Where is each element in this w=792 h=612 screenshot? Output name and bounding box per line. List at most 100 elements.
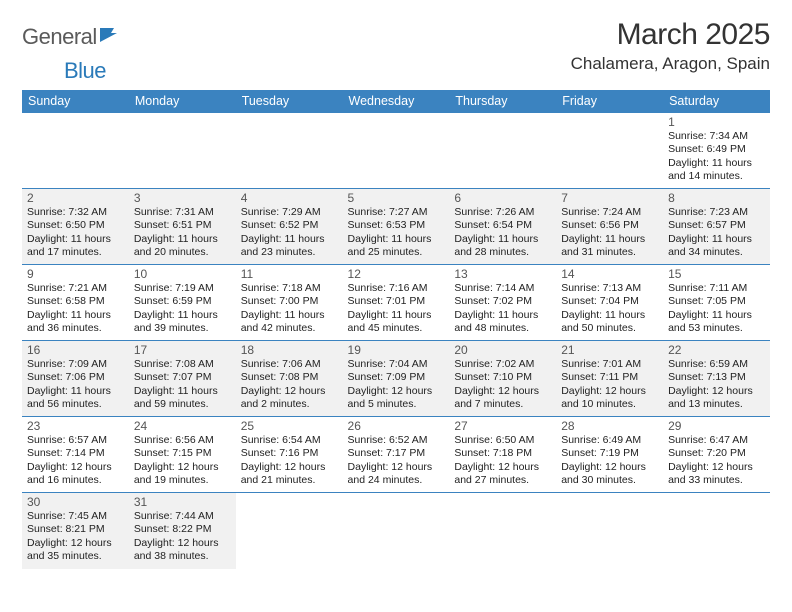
weekday-header-row: Sunday Monday Tuesday Wednesday Thursday… [22, 90, 770, 113]
day-number: 1 [668, 115, 765, 129]
day-daylight1: Daylight: 11 hours [668, 309, 765, 322]
day-daylight2: and 34 minutes. [668, 246, 765, 259]
day-sunset: Sunset: 7:13 PM [668, 371, 765, 384]
day-number: 18 [241, 343, 338, 357]
calendar-day-cell: 30Sunrise: 7:45 AMSunset: 8:21 PMDayligh… [22, 493, 129, 569]
day-daylight1: Daylight: 12 hours [668, 461, 765, 474]
day-sunset: Sunset: 8:22 PM [134, 523, 231, 536]
day-sunrise: Sunrise: 7:11 AM [668, 282, 765, 295]
day-number: 16 [27, 343, 124, 357]
day-number: 7 [561, 191, 658, 205]
day-number: 8 [668, 191, 765, 205]
day-daylight1: Daylight: 11 hours [454, 233, 551, 246]
calendar-day-cell: 5Sunrise: 7:27 AMSunset: 6:53 PMDaylight… [343, 189, 450, 265]
day-number: 20 [454, 343, 551, 357]
day-number: 28 [561, 419, 658, 433]
weekday-header: Monday [129, 90, 236, 113]
day-sunset: Sunset: 6:57 PM [668, 219, 765, 232]
day-daylight2: and 31 minutes. [561, 246, 658, 259]
day-number: 17 [134, 343, 231, 357]
calendar-day-cell: 24Sunrise: 6:56 AMSunset: 7:15 PMDayligh… [129, 417, 236, 493]
day-daylight1: Daylight: 11 hours [561, 233, 658, 246]
day-number: 27 [454, 419, 551, 433]
calendar-day-cell [449, 113, 556, 189]
day-sunrise: Sunrise: 7:29 AM [241, 206, 338, 219]
day-sunset: Sunset: 7:17 PM [348, 447, 445, 460]
calendar-week-row: 2Sunrise: 7:32 AMSunset: 6:50 PMDaylight… [22, 189, 770, 265]
day-sunrise: Sunrise: 7:19 AM [134, 282, 231, 295]
day-sunrise: Sunrise: 7:09 AM [27, 358, 124, 371]
day-daylight1: Daylight: 11 hours [241, 233, 338, 246]
title-block: March 2025 Chalamera, Aragon, Spain [571, 18, 770, 74]
day-daylight1: Daylight: 12 hours [241, 385, 338, 398]
day-daylight1: Daylight: 12 hours [348, 385, 445, 398]
calendar-day-cell: 20Sunrise: 7:02 AMSunset: 7:10 PMDayligh… [449, 341, 556, 417]
day-sunrise: Sunrise: 7:08 AM [134, 358, 231, 371]
calendar-day-cell: 13Sunrise: 7:14 AMSunset: 7:02 PMDayligh… [449, 265, 556, 341]
calendar-day-cell: 3Sunrise: 7:31 AMSunset: 6:51 PMDaylight… [129, 189, 236, 265]
day-daylight2: and 19 minutes. [134, 474, 231, 487]
day-sunset: Sunset: 7:16 PM [241, 447, 338, 460]
day-daylight1: Daylight: 11 hours [348, 309, 445, 322]
day-daylight2: and 53 minutes. [668, 322, 765, 335]
day-daylight2: and 14 minutes. [668, 170, 765, 183]
day-daylight2: and 13 minutes. [668, 398, 765, 411]
calendar-day-cell: 7Sunrise: 7:24 AMSunset: 6:56 PMDaylight… [556, 189, 663, 265]
day-sunset: Sunset: 6:52 PM [241, 219, 338, 232]
day-number: 6 [454, 191, 551, 205]
day-sunset: Sunset: 7:11 PM [561, 371, 658, 384]
day-number: 31 [134, 495, 231, 509]
day-sunrise: Sunrise: 7:26 AM [454, 206, 551, 219]
calendar-day-cell: 4Sunrise: 7:29 AMSunset: 6:52 PMDaylight… [236, 189, 343, 265]
day-number: 10 [134, 267, 231, 281]
weekday-header: Sunday [22, 90, 129, 113]
day-number: 15 [668, 267, 765, 281]
flag-icon [100, 26, 122, 49]
day-number: 2 [27, 191, 124, 205]
day-sunrise: Sunrise: 7:18 AM [241, 282, 338, 295]
day-daylight2: and 17 minutes. [27, 246, 124, 259]
day-sunrise: Sunrise: 7:31 AM [134, 206, 231, 219]
day-sunrise: Sunrise: 7:14 AM [454, 282, 551, 295]
day-daylight1: Daylight: 11 hours [27, 309, 124, 322]
calendar-day-cell: 18Sunrise: 7:06 AMSunset: 7:08 PMDayligh… [236, 341, 343, 417]
day-daylight2: and 23 minutes. [241, 246, 338, 259]
day-daylight2: and 42 minutes. [241, 322, 338, 335]
day-sunset: Sunset: 7:06 PM [27, 371, 124, 384]
calendar-day-cell: 22Sunrise: 6:59 AMSunset: 7:13 PMDayligh… [663, 341, 770, 417]
day-daylight1: Daylight: 11 hours [27, 385, 124, 398]
day-sunset: Sunset: 6:54 PM [454, 219, 551, 232]
day-daylight2: and 39 minutes. [134, 322, 231, 335]
day-number: 23 [27, 419, 124, 433]
calendar-day-cell: 9Sunrise: 7:21 AMSunset: 6:58 PMDaylight… [22, 265, 129, 341]
day-daylight1: Daylight: 11 hours [134, 385, 231, 398]
day-sunset: Sunset: 6:59 PM [134, 295, 231, 308]
calendar-day-cell: 21Sunrise: 7:01 AMSunset: 7:11 PMDayligh… [556, 341, 663, 417]
day-sunrise: Sunrise: 7:27 AM [348, 206, 445, 219]
day-daylight1: Daylight: 11 hours [241, 309, 338, 322]
day-sunset: Sunset: 6:50 PM [27, 219, 124, 232]
calendar-day-cell: 25Sunrise: 6:54 AMSunset: 7:16 PMDayligh… [236, 417, 343, 493]
day-sunset: Sunset: 7:01 PM [348, 295, 445, 308]
day-daylight1: Daylight: 11 hours [668, 233, 765, 246]
day-sunrise: Sunrise: 6:52 AM [348, 434, 445, 447]
day-daylight2: and 59 minutes. [134, 398, 231, 411]
calendar-day-cell: 29Sunrise: 6:47 AMSunset: 7:20 PMDayligh… [663, 417, 770, 493]
day-daylight1: Daylight: 12 hours [454, 385, 551, 398]
day-number: 9 [27, 267, 124, 281]
day-sunrise: Sunrise: 6:56 AM [134, 434, 231, 447]
day-daylight1: Daylight: 12 hours [561, 385, 658, 398]
day-daylight2: and 28 minutes. [454, 246, 551, 259]
day-daylight1: Daylight: 11 hours [27, 233, 124, 246]
day-number: 24 [134, 419, 231, 433]
calendar-day-cell [343, 113, 450, 189]
day-number: 4 [241, 191, 338, 205]
day-daylight2: and 21 minutes. [241, 474, 338, 487]
calendar-week-row: 1Sunrise: 7:34 AMSunset: 6:49 PMDaylight… [22, 113, 770, 189]
day-number: 3 [134, 191, 231, 205]
day-daylight2: and 24 minutes. [348, 474, 445, 487]
day-number: 29 [668, 419, 765, 433]
day-daylight1: Daylight: 12 hours [27, 537, 124, 550]
calendar-day-cell [556, 113, 663, 189]
day-daylight2: and 2 minutes. [241, 398, 338, 411]
